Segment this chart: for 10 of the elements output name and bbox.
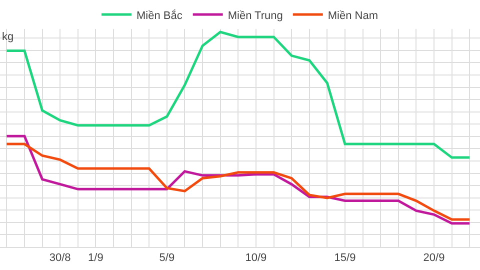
legend-label: Miền Bắc [136,8,183,22]
legend-label: Miền Nam [328,10,378,22]
x-tick-label: 15/9 [334,252,356,264]
x-tick-label: 30/8 [49,252,71,264]
x-tick-label: 5/9 [159,252,175,264]
x-tick-label: 20/9 [423,252,445,264]
annotation: kg [2,31,14,43]
legend-label: Miền Trung [228,10,283,22]
x-tick-label: 10/9 [245,252,267,264]
x-tick-label: 1/9 [88,252,104,264]
